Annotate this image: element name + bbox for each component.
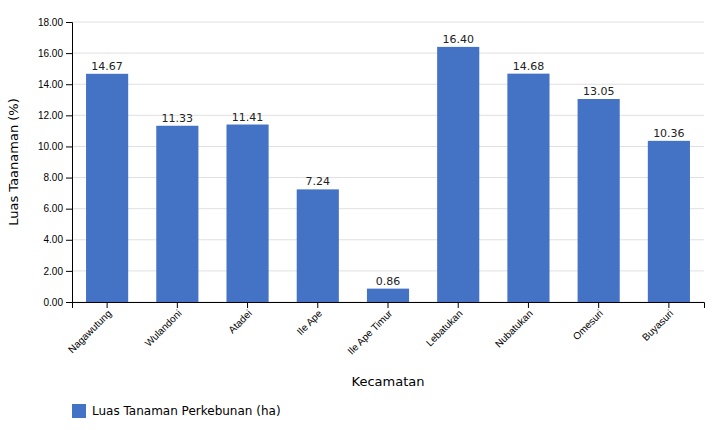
- plot: 0.00 2.00 4.00 6.00 8.00 10.00 12.00 14.00 16.00…: [38, 17, 705, 357]
- x-tick-mark: [458, 302, 459, 308]
- x-tick-label: Nubatukan: [493, 308, 535, 350]
- y-tick-label: 16.00: [38, 48, 63, 59]
- bar: [156, 126, 198, 302]
- y-axis: 0.00 2.00 4.00 6.00 8.00 10.00 12.00 14.00 16.00…: [38, 17, 73, 308]
- y-tick-label: 4.00: [44, 234, 64, 245]
- bar: [648, 141, 690, 302]
- x-tick-mark: [668, 302, 669, 308]
- grid-line: [72, 53, 704, 54]
- y-tick-mark: [66, 178, 72, 179]
- x-tick-mark: [177, 302, 178, 308]
- x-tick-mark: [528, 302, 529, 308]
- bar: [226, 125, 268, 302]
- x-tick: Omesuri: [571, 302, 606, 342]
- y-tick-label: 14.00: [38, 79, 63, 90]
- y-tick-mark: [66, 22, 72, 23]
- y-tick-label: 6.00: [44, 203, 64, 214]
- y-tick: 10.00: [38, 141, 72, 152]
- x-tick-mark: [388, 302, 389, 308]
- y-tick-mark: [66, 146, 72, 147]
- y-tick: 4.00: [44, 234, 72, 245]
- y-axis-title: Luas Taanaman (%): [6, 98, 21, 226]
- x-tick-mark: [247, 302, 248, 308]
- data-label: 14.67: [91, 60, 123, 73]
- x-tick-mark: [598, 302, 599, 308]
- x-tick: Nagawutung: [66, 302, 113, 355]
- y-tick: 2.00: [44, 266, 72, 277]
- y-tick-mark: [66, 240, 72, 241]
- x-tick-mark: [317, 302, 318, 308]
- x-tick-label: Wulandoni: [143, 308, 184, 349]
- y-tick-label: 12.00: [38, 110, 63, 121]
- data-label: 14.68: [513, 60, 545, 73]
- x-tick-label: Buyasuri: [640, 308, 675, 343]
- x-axis-line: [73, 303, 705, 309]
- x-tick: Buyasuri: [640, 302, 675, 343]
- x-axis: Nagawutung Wulandoni Atadei Ile Ape Ile Ape …: [66, 302, 705, 357]
- y-tick-label: 0.00: [44, 297, 64, 308]
- data-label: 11.41: [232, 111, 263, 124]
- x-tick: Ile Ape Timur: [345, 302, 395, 357]
- legend-item: Luas Tanaman Perkebunan (ha): [72, 404, 281, 418]
- x-axis-title: Kecamatan: [352, 374, 425, 389]
- y-tick-mark: [66, 302, 72, 303]
- bars: [86, 47, 690, 302]
- grid: [72, 22, 704, 302]
- x-tick-label: Nagawutung: [66, 308, 113, 355]
- y-tick-label: 2.00: [44, 266, 64, 277]
- y-tick-label: 8.00: [44, 172, 64, 183]
- x-tick: Lebatukan: [424, 302, 465, 348]
- bar: [367, 289, 409, 302]
- y-tick-mark: [66, 84, 72, 85]
- chart: 0.00 2.00 4.00 6.00 8.00 10.00 12.00 14.00 16.00…: [0, 0, 724, 430]
- x-tick: Wulandoni: [143, 302, 184, 349]
- y-axis-line: [66, 23, 73, 303]
- x-tick-mark: [107, 302, 108, 308]
- bar: [297, 189, 339, 302]
- data-label: 7.24: [306, 175, 331, 188]
- bar: [86, 74, 128, 302]
- grid-line: [72, 22, 704, 23]
- x-tick-label: Ile Ape: [295, 307, 325, 337]
- data-label: 0.86: [376, 275, 401, 288]
- x-tick-label: Atadei: [226, 308, 254, 336]
- x-tick: Ile Ape: [295, 302, 325, 337]
- x-tick-label: Lebatukan: [424, 308, 465, 349]
- data-label: 11.33: [162, 112, 194, 125]
- y-tick-label: 10.00: [38, 141, 63, 152]
- legend: Luas Tanaman Perkebunan (ha): [72, 404, 281, 418]
- bar: [578, 99, 620, 302]
- x-tick-label: Ile Ape Timur: [345, 307, 395, 357]
- legend-swatch: [72, 404, 86, 418]
- y-tick: 0.00: [44, 297, 72, 308]
- data-label: 10.36: [653, 127, 685, 140]
- y-tick: 16.00: [38, 48, 72, 59]
- data-label: 13.05: [583, 85, 615, 98]
- legend-label: Luas Tanaman Perkebunan (ha): [92, 404, 281, 418]
- x-tick-label: Omesuri: [571, 308, 606, 343]
- y-tick: 6.00: [44, 203, 72, 214]
- y-tick: 14.00: [38, 79, 72, 90]
- y-tick-mark: [66, 53, 72, 54]
- data-labels: 14.67 11.33 11.41 7.24 0.86 16.40 14.68 13.05 10…: [91, 33, 684, 288]
- x-tick: Atadei: [226, 302, 254, 335]
- y-tick-mark: [66, 209, 72, 210]
- y-tick-mark: [66, 115, 72, 116]
- y-tick: 12.00: [38, 110, 72, 121]
- bar: [437, 47, 479, 302]
- y-tick-mark: [66, 271, 72, 272]
- bar: [507, 74, 549, 302]
- x-tick: Nubatukan: [493, 302, 535, 350]
- y-tick: 18.00: [38, 17, 72, 28]
- y-tick: 8.00: [44, 172, 72, 183]
- y-tick-label: 18.00: [38, 17, 63, 28]
- data-label: 16.40: [442, 33, 474, 46]
